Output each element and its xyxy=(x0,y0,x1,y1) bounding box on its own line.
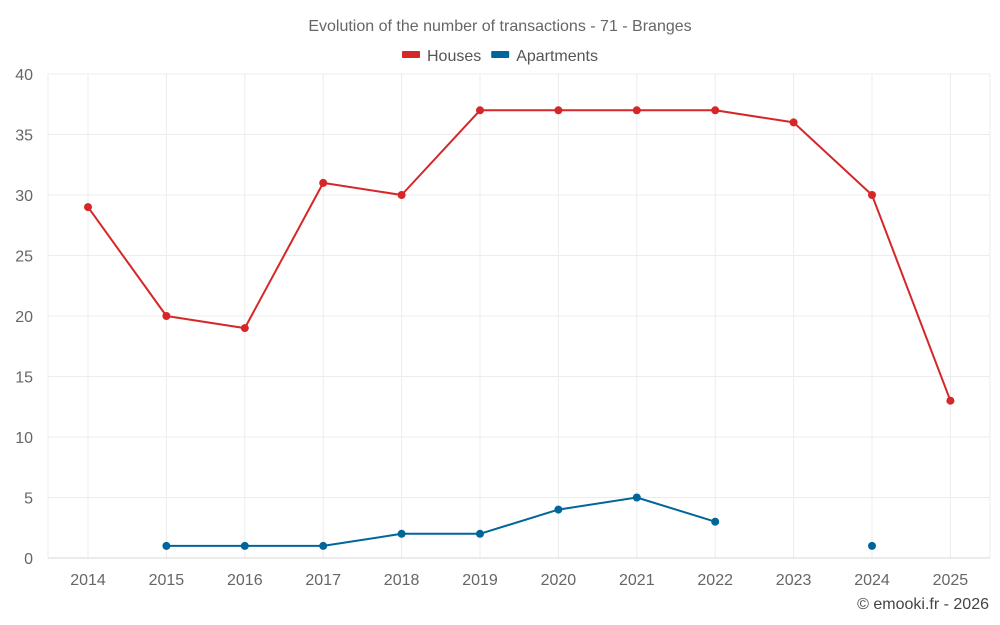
data-point-houses[interactable] xyxy=(632,106,641,115)
x-tick-label: 2017 xyxy=(305,572,341,589)
data-point-houses[interactable] xyxy=(240,324,249,333)
legend-item-apartments[interactable]: Apartments xyxy=(491,48,598,65)
x-tick-label: 2025 xyxy=(933,572,969,589)
data-point-apartments[interactable] xyxy=(240,541,249,550)
data-point-houses[interactable] xyxy=(868,191,876,199)
data-point-apartments[interactable] xyxy=(476,529,484,538)
data-point-apartments[interactable] xyxy=(632,493,641,502)
credit-text: © emooki.fr - 2026 xyxy=(857,596,989,613)
data-point-houses[interactable] xyxy=(84,203,92,212)
legend-item-houses[interactable]: Houses xyxy=(402,48,481,65)
x-tick-label: 2014 xyxy=(70,572,106,589)
x-tick-label: 2015 xyxy=(149,572,185,589)
series-houses xyxy=(84,106,955,405)
series-layer xyxy=(84,106,955,550)
series-line-apartments xyxy=(166,496,716,547)
legend-label-apartments: Apartments xyxy=(516,48,598,65)
data-point-houses[interactable] xyxy=(319,178,328,187)
chart-title: Evolution of the number of transactions … xyxy=(308,18,691,35)
data-point-houses[interactable] xyxy=(711,106,720,115)
x-tick-label: 2022 xyxy=(697,572,733,589)
y-tick-label: 30 xyxy=(15,188,33,205)
x-tick-label: 2024 xyxy=(854,572,890,589)
data-point-apartments[interactable] xyxy=(868,541,876,550)
data-point-houses[interactable] xyxy=(476,106,484,115)
data-point-apartments[interactable] xyxy=(319,541,328,550)
y-tick-label: 10 xyxy=(15,430,33,447)
legend: Houses Apartments xyxy=(402,48,598,65)
y-tick-label: 20 xyxy=(15,309,33,326)
x-tick-label: 2023 xyxy=(776,572,812,589)
y-tick-label: 35 xyxy=(15,128,33,145)
data-point-apartments[interactable] xyxy=(162,541,171,550)
series-apartments xyxy=(162,493,876,550)
x-axis-ticks: 2014 2015 2016 2017 2018 2019 2020 2021 2022 2023… xyxy=(70,572,968,589)
y-tick-label: 25 xyxy=(15,249,33,266)
data-point-houses[interactable] xyxy=(789,118,798,127)
legend-label-houses: Houses xyxy=(427,48,481,65)
legend-swatch-houses xyxy=(402,51,420,58)
data-point-houses[interactable] xyxy=(554,106,563,115)
x-tick-label: 2016 xyxy=(227,572,263,589)
x-tick-label: 2020 xyxy=(541,572,577,589)
data-point-houses[interactable] xyxy=(946,396,955,405)
data-point-houses[interactable] xyxy=(162,312,171,320)
grid xyxy=(47,73,991,558)
data-point-houses[interactable] xyxy=(397,191,406,199)
y-axis-ticks: 0 5 10 15 20 25 30 35 40 xyxy=(15,67,33,568)
data-point-apartments[interactable] xyxy=(554,505,563,514)
x-tick-label: 2021 xyxy=(619,572,655,589)
series-line-houses xyxy=(87,109,952,402)
y-tick-label: 5 xyxy=(24,491,33,508)
x-tick-label: 2018 xyxy=(384,572,420,589)
data-point-apartments[interactable] xyxy=(711,517,720,526)
x-tick-label: 2019 xyxy=(462,572,498,589)
data-point-apartments[interactable] xyxy=(397,529,406,538)
legend-swatch-apartments xyxy=(491,51,510,58)
y-tick-label: 15 xyxy=(15,370,33,387)
y-tick-label: 40 xyxy=(15,67,33,84)
y-tick-label: 0 xyxy=(24,551,33,568)
